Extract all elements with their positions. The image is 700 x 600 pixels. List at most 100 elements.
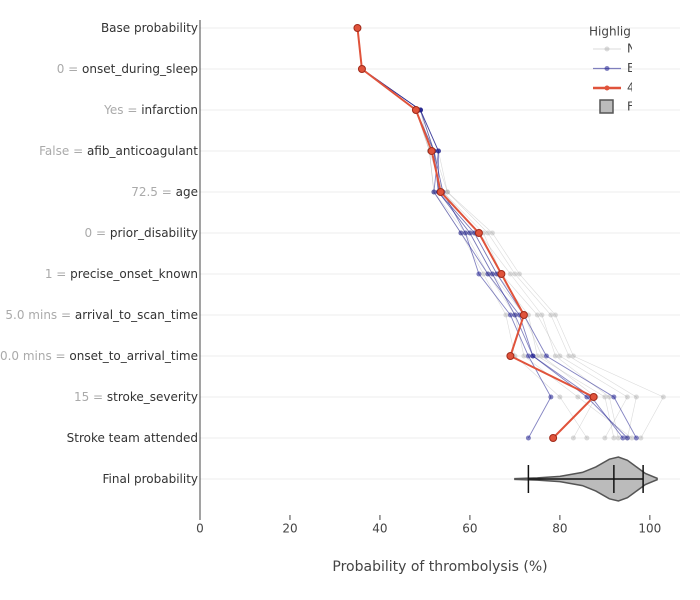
feature-name: stroke_severity bbox=[107, 390, 198, 404]
feature-value: False = bbox=[39, 144, 83, 158]
point bbox=[549, 434, 558, 442]
feature-value: 0.0 mins = bbox=[0, 349, 66, 363]
point bbox=[530, 353, 536, 359]
y-tick-label: 0.0 mins = onset_to_arrival_time bbox=[0, 349, 198, 363]
point bbox=[519, 311, 528, 319]
x-tick-label: 60 bbox=[462, 522, 477, 536]
point bbox=[575, 394, 581, 400]
y-tick-label: Stroke team attended bbox=[67, 431, 198, 445]
feature-value: 0 = bbox=[85, 226, 107, 240]
point bbox=[629, 435, 635, 441]
point bbox=[602, 435, 608, 441]
legend-title: Highlig bbox=[589, 25, 631, 39]
point bbox=[506, 352, 515, 360]
feature-value: 1 = bbox=[45, 267, 67, 281]
legend-label: E bbox=[627, 61, 635, 75]
y-tick-label: False = afib_anticoagulant bbox=[39, 144, 198, 158]
point bbox=[411, 106, 420, 114]
point bbox=[474, 229, 483, 237]
legend-swatch bbox=[599, 99, 614, 114]
point bbox=[480, 271, 486, 277]
x-tick-label: 20 bbox=[282, 522, 297, 536]
point bbox=[534, 312, 540, 318]
point bbox=[534, 353, 540, 359]
feature-name: onset_during_sleep bbox=[82, 62, 198, 76]
feature-name: onset_to_arrival_time bbox=[69, 349, 198, 363]
y-tick-label: 72.5 = age bbox=[131, 185, 198, 199]
point bbox=[548, 312, 554, 318]
point bbox=[427, 147, 436, 155]
point bbox=[539, 353, 545, 359]
feature-name: Stroke team attended bbox=[67, 431, 198, 445]
point bbox=[552, 353, 558, 359]
y-tick-label: Final probability bbox=[103, 472, 199, 486]
y-tick-label: Base probability bbox=[101, 21, 198, 35]
y-tick-label: 5.0 mins = arrival_to_scan_time bbox=[5, 308, 198, 322]
point bbox=[521, 353, 527, 359]
point bbox=[624, 435, 630, 441]
point bbox=[615, 435, 621, 441]
point bbox=[633, 435, 639, 441]
point bbox=[611, 394, 617, 400]
point bbox=[611, 435, 617, 441]
point bbox=[507, 271, 513, 277]
legend-dot bbox=[604, 85, 610, 91]
legend-label: 4 bbox=[627, 81, 635, 95]
point bbox=[444, 189, 450, 195]
y-tick-label: Yes = infarction bbox=[103, 103, 198, 117]
point bbox=[512, 271, 518, 277]
feature-value: 72.5 = bbox=[131, 185, 172, 199]
feature-name: afib_anticoagulant bbox=[87, 144, 198, 158]
point bbox=[512, 312, 518, 318]
point bbox=[633, 394, 639, 400]
legend-dot bbox=[604, 66, 610, 71]
feature-value: Yes = bbox=[103, 103, 137, 117]
point bbox=[624, 394, 630, 400]
point bbox=[435, 148, 441, 154]
point bbox=[525, 435, 531, 441]
point bbox=[584, 394, 590, 400]
point bbox=[485, 230, 491, 236]
point bbox=[353, 24, 362, 32]
point bbox=[606, 394, 612, 400]
point bbox=[485, 271, 491, 277]
point bbox=[489, 230, 495, 236]
point bbox=[548, 394, 554, 400]
feature-name: infarction bbox=[141, 103, 198, 117]
point bbox=[584, 435, 590, 441]
x-axis-label: Probability of thrombolysis (%) bbox=[332, 559, 547, 575]
feature-name: precise_onset_known bbox=[70, 267, 198, 281]
point bbox=[507, 312, 513, 318]
feature-value: 5.0 mins = bbox=[5, 308, 71, 322]
x-tick-label: 0 bbox=[196, 522, 204, 536]
point bbox=[497, 270, 506, 278]
point bbox=[525, 353, 531, 359]
feature-name: arrival_to_scan_time bbox=[75, 308, 198, 322]
y-tick-label: 0 = onset_during_sleep bbox=[57, 62, 198, 76]
y-tick-label: 0 = prior_disability bbox=[85, 226, 199, 240]
point bbox=[543, 353, 549, 359]
feature-name: prior_disability bbox=[110, 226, 198, 240]
point bbox=[589, 393, 598, 401]
feature-value: 15 = bbox=[74, 390, 103, 404]
legend-label: F bbox=[627, 100, 634, 114]
feature-name: age bbox=[176, 185, 198, 199]
point bbox=[552, 312, 558, 318]
point bbox=[489, 271, 495, 277]
point bbox=[462, 230, 468, 236]
point bbox=[431, 189, 437, 195]
point bbox=[444, 189, 450, 195]
y-tick-label: 15 = stroke_severity bbox=[74, 390, 198, 404]
point bbox=[557, 353, 563, 359]
point bbox=[476, 271, 482, 277]
feature-name: Base probability bbox=[101, 21, 198, 35]
point bbox=[557, 394, 563, 400]
legend-dot bbox=[604, 46, 610, 52]
point bbox=[516, 271, 522, 277]
point bbox=[503, 312, 509, 318]
point bbox=[539, 312, 545, 318]
plot: Base probability 0 = onset_during_sleep Ye… bbox=[0, 20, 666, 536]
point bbox=[357, 65, 366, 73]
point bbox=[570, 435, 576, 441]
